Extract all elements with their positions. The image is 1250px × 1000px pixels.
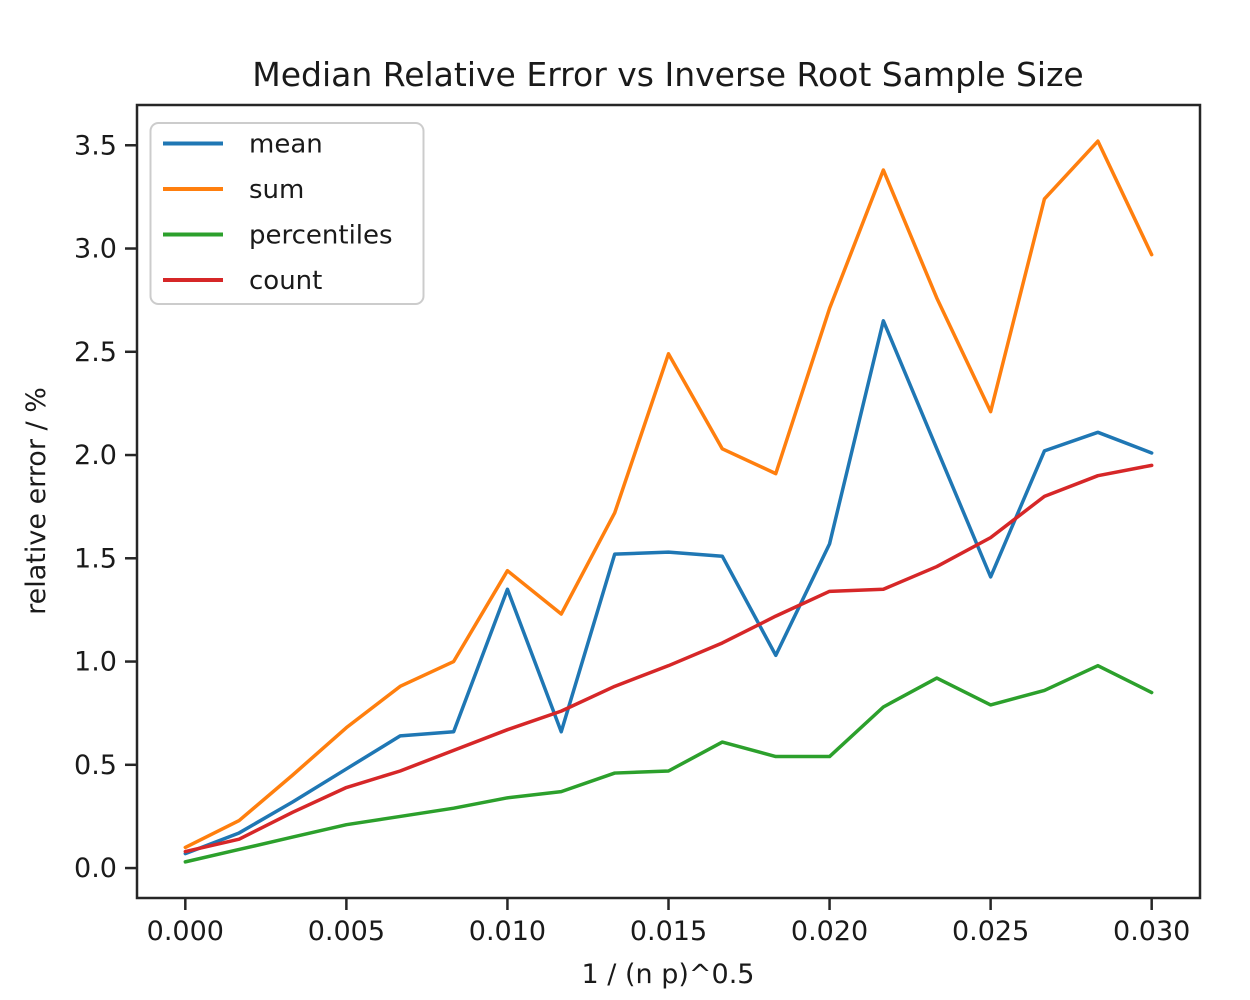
x-tick-label: 0.025 xyxy=(952,916,1029,947)
x-tick-label: 0.030 xyxy=(1113,916,1190,947)
x-tick-label: 0.000 xyxy=(147,916,224,947)
y-tick-label: 2.5 xyxy=(74,337,117,368)
legend-label-sum: sum xyxy=(249,175,304,205)
x-tick-label: 0.015 xyxy=(630,916,707,947)
y-axis-label: relative error / % xyxy=(21,387,52,615)
legend-label-mean: mean xyxy=(249,130,323,160)
axes: 0.000 0.005 0.010 0.015 0.020 0.025 0.030 0.0 0.… xyxy=(74,103,1202,947)
legend-label-count: count xyxy=(249,266,322,296)
y-tick-label: 2.0 xyxy=(74,440,117,471)
x-tick-label: 0.020 xyxy=(791,916,868,947)
y-tick-label: 0.5 xyxy=(74,750,117,781)
y-tick-label: 1.0 xyxy=(74,647,117,678)
legend: mean sum percentiles count xyxy=(149,122,425,305)
y-tick-label: 3.0 xyxy=(74,234,117,265)
y-tick-label: 1.5 xyxy=(74,543,117,574)
line-percentiles xyxy=(183,663,1154,864)
y-tick-label: 3.5 xyxy=(74,130,117,161)
line-sum xyxy=(183,139,1154,850)
legend-label-percentiles: percentiles xyxy=(249,221,393,251)
x-tick-label: 0.005 xyxy=(308,916,385,947)
x-tick-label: 0.010 xyxy=(469,916,546,947)
x-axis-label: 1 / (n p)^0.5 xyxy=(582,959,755,990)
legend-box xyxy=(149,122,425,305)
line-mean xyxy=(183,319,1154,856)
chart-title: Median Relative Error vs Inverse Root Sa… xyxy=(252,55,1083,94)
series-lines xyxy=(183,139,1154,864)
y-tick-label: 0.0 xyxy=(74,853,117,884)
line-count xyxy=(183,463,1154,854)
